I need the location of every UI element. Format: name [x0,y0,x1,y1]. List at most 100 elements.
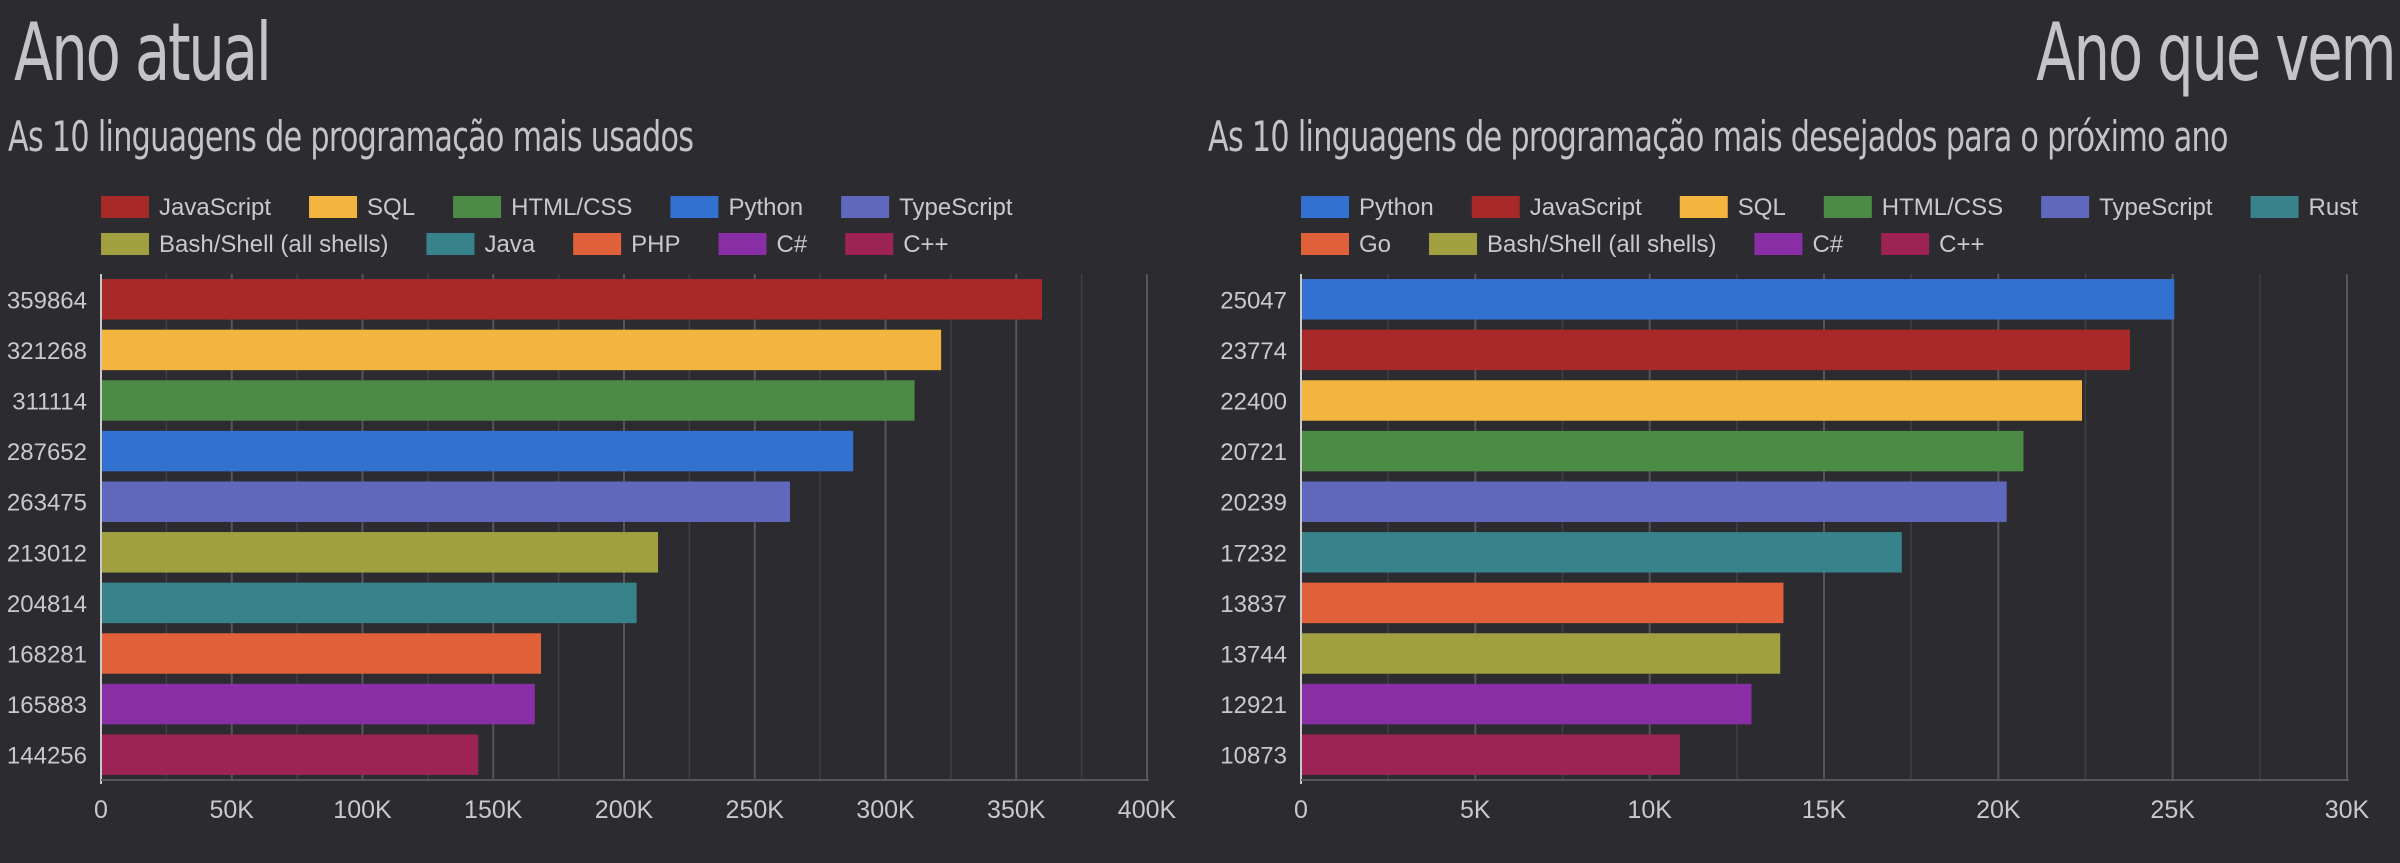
bar-value-label: 17232 [1220,540,1287,567]
bar-bash-shell-all-shells [1301,633,1781,674]
legend-item-javascript: JavaScript [1471,194,1642,221]
legend-label: C++ [903,231,948,258]
x-tick-label: 10K [1627,796,1672,824]
legend-item-c: C# [718,231,808,258]
bar-value-label: 311114 [12,389,87,416]
legend: Python JavaScript SQL HTML/CSS TypeScript Rus… [1301,194,2358,258]
bar-c [1301,683,1752,725]
legend-item-sql: SQL [1679,194,1786,221]
x-tick-label: 0 [1294,796,1308,824]
legend-item-typescript: TypeScript [841,194,1013,221]
x-tick-label: 20K [1976,796,2021,824]
most-used-chart-title: As 10 linguagens de programação mais usa… [8,112,694,161]
legend-item-go: Go [1301,231,1391,258]
bar-value-label: 204814 [7,591,87,618]
bar-html-css [1301,430,2024,472]
bar-value-label: 13837 [1220,591,1287,618]
x-tick-label: 15K [1802,796,1847,824]
bar-value-label: 22400 [1220,389,1287,416]
x-tick-label: 30K [2325,796,2370,824]
legend-swatch [101,233,149,255]
bar-python [1301,279,2175,320]
bar-value-label: 23774 [1220,338,1287,365]
legend-item-rust: Rust [2250,194,2359,221]
bar-c [101,734,479,775]
legend-label: C# [1812,231,1843,258]
most-used-chart-panel: As 10 linguagens de programação mais usa… [7,112,1177,824]
bar-value-label: 165883 [7,692,87,719]
legend-label: JavaScript [1530,194,1642,221]
legend-label: C++ [1939,231,1984,258]
bar-c [1301,734,1681,775]
bar-value-label: 168281 [7,642,87,669]
bar-value-label: 13744 [1220,642,1287,669]
legend-item-html-css: HTML/CSS [453,194,632,221]
legend-swatch [309,196,358,218]
x-tick-label: 50K [210,796,255,824]
legend-label: HTML/CSS [511,194,632,221]
legend-swatch [2041,196,2090,218]
legend-label: Rust [2309,194,2359,221]
x-tick-label: 150K [464,796,523,824]
legend-label: Bash/Shell (all shells) [1487,231,1716,258]
bar-value-label: 20721 [1220,439,1287,466]
legend-swatch [1823,196,1872,218]
bar-value-label: 25047 [1220,287,1287,314]
legend-label: Python [1359,194,1434,221]
legend-item-typescript: TypeScript [2041,194,2213,221]
bar-value-label: 10873 [1220,743,1287,770]
legend-label: C# [777,231,808,258]
bar-go [1301,582,1784,624]
legend-item-c: C# [1754,231,1844,258]
most-used-bar-chart: JavaScript SQL HTML/CSS Python TypeScript Bas… [7,194,1177,824]
most-wanted-chart-panel: As 10 linguagens de programação mais des… [1200,0,2400,863]
legend-swatch [1301,233,1349,255]
legend-item-html-css: HTML/CSS [1823,194,2003,221]
legend-label: SQL [367,194,415,221]
bar-javascript [101,279,1043,320]
most-wanted-bar-chart: Python JavaScript SQL HTML/CSS TypeScript Rus… [1220,194,2370,824]
x-tick-label: 200K [595,796,654,824]
legend-item-sql: SQL [309,194,415,221]
legend-swatch [1881,233,1930,255]
bar-sql [1301,380,2083,421]
next-year-headline: Ano que vem [2035,6,2396,99]
legend-item-python: Python [1301,194,1434,221]
x-tick-label: 100K [333,796,392,824]
x-tick-label: 300K [856,796,915,824]
bar-rust [1301,532,1902,573]
legend-swatch [101,196,149,218]
bar-value-label: 144256 [7,743,87,770]
legend-item-php: PHP [573,231,681,258]
bars: 359864 321268 311114 287652 263475 213012 2048… [7,279,1043,775]
bar-value-label: 359864 [7,287,87,314]
legend-swatch [1301,196,1349,218]
legend-item-java: Java [426,231,536,258]
bar-bash-shell-all-shells [101,532,659,573]
legend-swatch [573,233,622,255]
legend-swatch [841,196,890,218]
x-tick-label: 250K [726,796,785,824]
legend-label: HTML/CSS [1882,194,2003,221]
legend-item-c: C++ [1881,231,1985,258]
bar-value-label: 321268 [7,338,87,365]
x-tick-label: 350K [987,796,1046,824]
bar-php [101,633,542,674]
legend-label: Bash/Shell (all shells) [159,231,388,258]
legend-item-bash-shell-all-shells: Bash/Shell (all shells) [101,231,388,258]
x-tick-label: 25K [2150,796,2195,824]
bar-javascript [1301,329,2130,371]
legend-item-python: Python [670,194,803,221]
bar-typescript [101,481,790,522]
bars: 25047 23774 22400 20721 20239 17232 13837 13744… [1220,279,2175,775]
most-wanted-chart-title: As 10 linguagens de programação mais des… [1208,112,2228,161]
bar-java [101,582,637,624]
current-year-headline: Ano atual [14,6,272,99]
legend-label: SQL [1738,194,1786,221]
bar-sql [101,329,942,371]
x-tick-label: 400K [1118,796,1177,824]
legend-swatch [1429,233,1478,255]
bar-value-label: 213012 [7,540,87,567]
legend-swatch [2250,196,2299,218]
bar-value-label: 287652 [7,439,87,466]
